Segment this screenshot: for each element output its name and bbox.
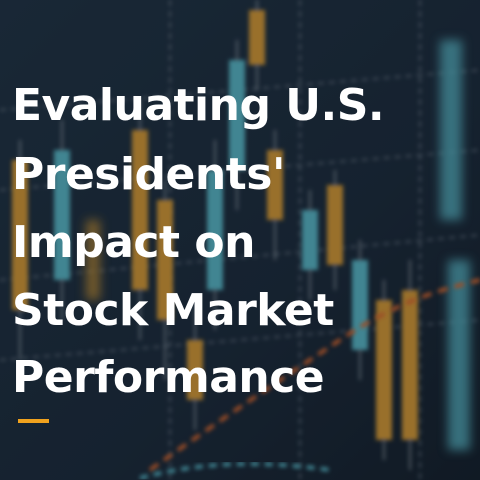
background-trend-line — [148, 278, 480, 472]
accent-bar — [18, 419, 49, 423]
title-line: Presidents' — [12, 149, 285, 200]
title-line: Performance — [12, 352, 324, 403]
title: Evaluating U.S. Presidents' Impact on St… — [12, 80, 385, 403]
title-line: Evaluating U.S. — [12, 80, 384, 131]
title-line: Stock Market — [12, 285, 334, 336]
background-candles-far — [86, 40, 470, 450]
background-candles — [12, 0, 418, 470]
title-line: Impact on — [12, 217, 255, 268]
